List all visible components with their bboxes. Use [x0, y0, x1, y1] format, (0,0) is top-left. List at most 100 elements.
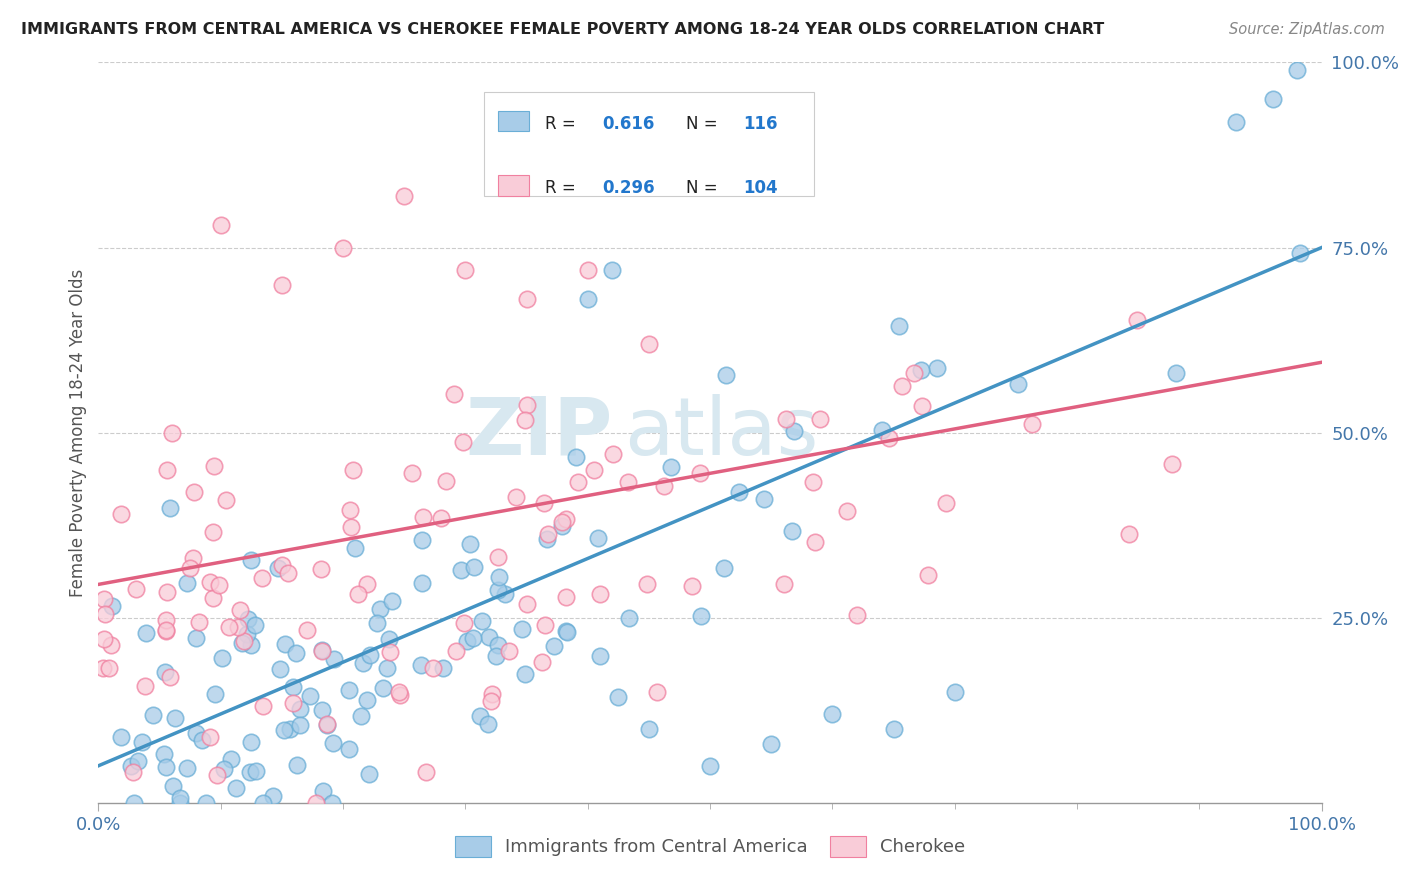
FancyBboxPatch shape [498, 176, 529, 195]
Text: N =: N = [686, 179, 723, 197]
Point [471, 614, 494, 628]
Y-axis label: Female Poverty Among 18-24 Year Olds: Female Poverty Among 18-24 Year Olds [69, 268, 87, 597]
Point [283, 696, 305, 710]
Point [239, 765, 262, 780]
Point [339, 503, 361, 517]
Point [316, 718, 339, 732]
Point [110, 507, 132, 521]
Point [343, 541, 366, 555]
Point [468, 709, 491, 723]
Point [271, 558, 294, 572]
Point [156, 585, 179, 599]
Point [1166, 366, 1188, 380]
Point [565, 450, 588, 464]
Point [943, 685, 966, 699]
Point [479, 694, 502, 708]
Point [346, 587, 368, 601]
Text: IMMIGRANTS FROM CENTRAL AMERICA VS CHEROKEE FEMALE POVERTY AMONG 18-24 YEAR OLDS: IMMIGRANTS FROM CENTRAL AMERICA VS CHERO… [21, 22, 1104, 37]
Point [458, 537, 481, 551]
Point [283, 680, 305, 694]
Point [392, 188, 416, 202]
Point [204, 686, 226, 700]
Point [486, 638, 509, 652]
Point [434, 474, 457, 488]
Point [555, 591, 578, 605]
Point [617, 475, 640, 489]
Point [209, 219, 232, 233]
Point [239, 553, 262, 567]
Point [551, 519, 574, 533]
Point [772, 577, 794, 591]
Point [375, 660, 398, 674]
Point [277, 566, 299, 580]
Point [238, 612, 260, 626]
Point [602, 447, 624, 461]
Point [477, 717, 499, 731]
Point [415, 765, 437, 780]
Point [229, 602, 252, 616]
Point [243, 618, 266, 632]
Point [513, 666, 536, 681]
Point [388, 688, 411, 702]
Point [636, 576, 658, 591]
Point [215, 493, 238, 508]
Point [239, 638, 262, 652]
Point [368, 602, 391, 616]
Point [93, 607, 115, 621]
Point [870, 423, 893, 437]
Point [371, 681, 394, 695]
Point [478, 630, 501, 644]
FancyBboxPatch shape [484, 92, 814, 195]
Text: ZIP: ZIP [465, 393, 612, 472]
Point [208, 578, 231, 592]
Point [169, 796, 191, 810]
Point [411, 576, 433, 591]
Point [322, 736, 344, 750]
Point [366, 615, 388, 630]
Point [359, 648, 381, 663]
Point [169, 791, 191, 805]
Point [211, 650, 233, 665]
Point [274, 637, 297, 651]
Point [198, 575, 221, 590]
Point [637, 336, 661, 351]
Text: R =: R = [546, 115, 581, 133]
Point [311, 703, 333, 717]
Point [225, 780, 247, 795]
Point [179, 561, 201, 575]
Point [512, 622, 534, 636]
Point [250, 571, 273, 585]
Point [337, 742, 360, 756]
Point [927, 360, 949, 375]
Point [1286, 62, 1309, 77]
Text: 116: 116 [742, 115, 778, 133]
Point [576, 262, 599, 277]
Point [110, 730, 132, 744]
Point [309, 562, 332, 576]
Point [142, 708, 165, 723]
Point [808, 412, 831, 426]
Point [273, 723, 295, 737]
Point [269, 662, 291, 676]
Point [356, 577, 378, 591]
Point [761, 737, 783, 751]
Point [803, 475, 825, 490]
Point [312, 784, 335, 798]
Point [93, 591, 115, 606]
Point [543, 639, 565, 653]
Text: R =: R = [546, 179, 581, 197]
Point [378, 632, 401, 646]
Point [93, 632, 115, 646]
Point [515, 413, 537, 427]
Point [339, 520, 361, 534]
Point [91, 661, 114, 675]
Point [516, 597, 538, 611]
Point [252, 796, 274, 810]
Text: Source: ZipAtlas.com: Source: ZipAtlas.com [1229, 22, 1385, 37]
Point [98, 660, 121, 674]
Point [935, 496, 957, 510]
Point [267, 560, 290, 574]
Point [877, 431, 900, 445]
Point [401, 467, 423, 481]
Point [727, 485, 749, 500]
